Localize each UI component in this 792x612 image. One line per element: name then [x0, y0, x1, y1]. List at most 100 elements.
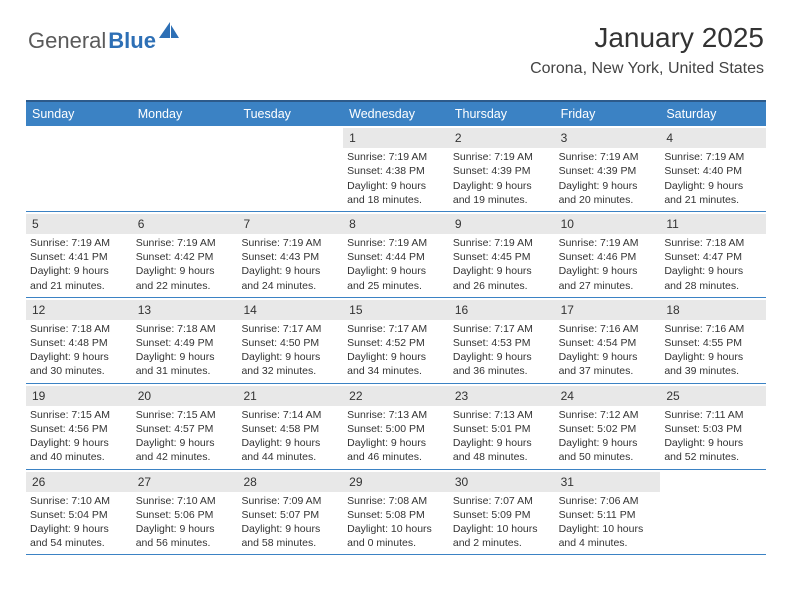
daylight-text: Daylight: 9 hours and 42 minutes. [136, 436, 234, 464]
daylight-text: Daylight: 9 hours and 36 minutes. [453, 350, 551, 378]
calendar-cell: 10Sunrise: 7:19 AMSunset: 4:46 PMDayligh… [555, 212, 661, 297]
day-header: Friday [555, 102, 661, 126]
day-number: 17 [555, 300, 661, 320]
sunset-text: Sunset: 4:54 PM [559, 336, 657, 350]
calendar-cell: 21Sunrise: 7:14 AMSunset: 4:58 PMDayligh… [237, 384, 343, 469]
day-number: 28 [237, 472, 343, 492]
sunset-text: Sunset: 4:41 PM [30, 250, 128, 264]
day-header: Saturday [660, 102, 766, 126]
day-number: 19 [26, 386, 132, 406]
calendar-cell: 4Sunrise: 7:19 AMSunset: 4:40 PMDaylight… [660, 126, 766, 211]
day-number: 16 [449, 300, 555, 320]
day-header: Thursday [449, 102, 555, 126]
sunrise-text: Sunrise: 7:09 AM [241, 494, 339, 508]
sunrise-text: Sunrise: 7:12 AM [559, 408, 657, 422]
sunset-text: Sunset: 5:07 PM [241, 508, 339, 522]
daylight-text: Daylight: 9 hours and 24 minutes. [241, 264, 339, 292]
day-number: 15 [343, 300, 449, 320]
sunset-text: Sunset: 4:39 PM [453, 164, 551, 178]
sunrise-text: Sunrise: 7:15 AM [136, 408, 234, 422]
calendar-cell: 16Sunrise: 7:17 AMSunset: 4:53 PMDayligh… [449, 298, 555, 383]
calendar-cell: 28 Sunrise: 7:09 AMSunset: 5:07 PMDayligh… [237, 470, 343, 555]
sunset-text: Sunset: 4:57 PM [136, 422, 234, 436]
calendar-week: 12 Sunrise: 7:18 AMSunset: 4:48 PM Dayligh… [26, 298, 766, 384]
sunset-text: Sunset: 5:09 PM [453, 508, 551, 522]
calendar-cell: 2Sunrise: 7:19 AMSunset: 4:39 PMDaylight… [449, 126, 555, 211]
day-number: 14 [237, 300, 343, 320]
day-header: Tuesday [237, 102, 343, 126]
day-number: 25 [660, 386, 766, 406]
day-number: 31 [555, 472, 661, 492]
sunrise-text: Sunrise: 7:17 AM [241, 322, 339, 336]
daylight-text: Daylight: 10 hours and 4 minutes. [559, 522, 657, 550]
sunset-text: Sunset: 5:08 PM [347, 508, 445, 522]
day-header: Sunday [26, 102, 132, 126]
daylight-text: Daylight: 9 hours and 40 minutes. [30, 436, 128, 464]
sunset-text: Sunset: 4:43 PM [241, 250, 339, 264]
sunset-text: Sunset: 5:11 PM [559, 508, 657, 522]
day-number: 1 [343, 128, 449, 148]
daylight-text: Daylight: 9 hours and 28 minutes. [664, 264, 762, 292]
sunrise-text: Sunrise: 7:10 AM [136, 494, 234, 508]
daylight-text: Daylight: 9 hours and 21 minutes. [664, 179, 762, 207]
sunrise-text: Sunrise: 7:19 AM [30, 236, 128, 250]
sunrise-text: Sunrise: 7:16 AM [559, 322, 657, 336]
daylight-text: Daylight: 9 hours and 58 minutes. [241, 522, 339, 550]
calendar-cell: 12Sunrise: 7:18 AMSunset: 4:48 PMDayligh… [26, 298, 132, 383]
calendar-cell: 15Sunrise: 7:17 AMSunset: 4:52 PMDayligh… [343, 298, 449, 383]
calendar-cell: 27Sunrise: 7:10 AMSunset: 5:06 PMDayligh… [132, 470, 238, 555]
calendar-cell: 31Sunrise: 7:06 AMSunset: 5:11 PMDayligh… [555, 470, 661, 555]
brand-logo: General Blue [28, 28, 181, 54]
day-number: 3 [555, 128, 661, 148]
daylight-text: Daylight: 9 hours and 26 minutes. [453, 264, 551, 292]
day-number: 23 [449, 386, 555, 406]
daylight-text: Daylight: 9 hours and 19 minutes. [453, 179, 551, 207]
calendar-cell: 17Sunrise: 7:16 AMSunset: 4:54 PMDayligh… [555, 298, 661, 383]
daylight-text: Daylight: 9 hours and 56 minutes. [136, 522, 234, 550]
calendar-cell: 6Sunrise: 7:19 AMSunset: 4:42 PMDaylight… [132, 212, 238, 297]
calendar-cell [26, 126, 132, 211]
sunrise-text: Sunrise: 7:17 AM [453, 322, 551, 336]
sunrise-text: Sunrise: 7:18 AM [664, 236, 762, 250]
sunrise-text: Sunrise: 7:17 AM [347, 322, 445, 336]
calendar-cell: 11Sunrise: 7:18 AMSunset: 4:47 PMDayligh… [660, 212, 766, 297]
brand-text-1: General [28, 28, 106, 54]
sunrise-text: Sunrise: 7:19 AM [559, 236, 657, 250]
daylight-text: Daylight: 9 hours and 20 minutes. [559, 179, 657, 207]
day-number: 7 [237, 214, 343, 234]
sunset-text: Sunset: 4:46 PM [559, 250, 657, 264]
sunset-text: Sunset: 5:01 PM [453, 422, 551, 436]
daylight-text: Daylight: 10 hours and 2 minutes. [453, 522, 551, 550]
sunset-text: Sunset: 4:48 PM [30, 336, 128, 350]
day-number: 26 [26, 472, 132, 492]
calendar-cell: 22Sunrise: 7:13 AMSunset: 5:00 PMDayligh… [343, 384, 449, 469]
daylight-text: Daylight: 9 hours and 27 minutes. [559, 264, 657, 292]
calendar-cell: 25Sunrise: 7:11 AMSunset: 5:03 PMDayligh… [660, 384, 766, 469]
daylight-text: Daylight: 9 hours and 46 minutes. [347, 436, 445, 464]
sunrise-text: Sunrise: 7:13 AM [453, 408, 551, 422]
sunset-text: Sunset: 5:04 PM [30, 508, 128, 522]
sunset-text: Sunset: 4:39 PM [559, 164, 657, 178]
day-number: 8 [343, 214, 449, 234]
day-number: 12 [26, 300, 132, 320]
daylight-text: Daylight: 9 hours and 52 minutes. [664, 436, 762, 464]
sunrise-text: Sunrise: 7:19 AM [136, 236, 234, 250]
location-text: Corona, New York, United States [530, 60, 764, 78]
calendar-week: 26 Sunrise: 7:10 AM Sunset: 5:04 PM Dayligh… [26, 470, 766, 556]
daylight-text: Daylight: 9 hours and 39 minutes. [664, 350, 762, 378]
day-number: 4 [660, 128, 766, 148]
calendar-cell: 7Sunrise: 7:19 AMSunset: 4:43 PMDaylight… [237, 212, 343, 297]
calendar-cell: 9Sunrise: 7:19 AMSunset: 4:45 PMDaylight… [449, 212, 555, 297]
sunrise-text: Sunrise: 7:18 AM [30, 322, 128, 336]
day-header: Monday [132, 102, 238, 126]
sunset-text: Sunset: 5:02 PM [559, 422, 657, 436]
sunset-text: Sunset: 4:50 PM [241, 336, 339, 350]
calendar-cell: 3Sunrise: 7:19 AMSunset: 4:39 PMDaylight… [555, 126, 661, 211]
sunset-text: Sunset: 4:40 PM [664, 164, 762, 178]
sunrise-text: Sunrise: 7:19 AM [347, 236, 445, 250]
calendar-cell: 14Sunrise: 7:17 AMSunset: 4:50 PMDayligh… [237, 298, 343, 383]
calendar-cell: 20Sunrise: 7:15 AMSunset: 4:57 PMDayligh… [132, 384, 238, 469]
day-number: 29 [343, 472, 449, 492]
sunset-text: Sunset: 4:55 PM [664, 336, 762, 350]
sunset-text: Sunset: 4:42 PM [136, 250, 234, 264]
